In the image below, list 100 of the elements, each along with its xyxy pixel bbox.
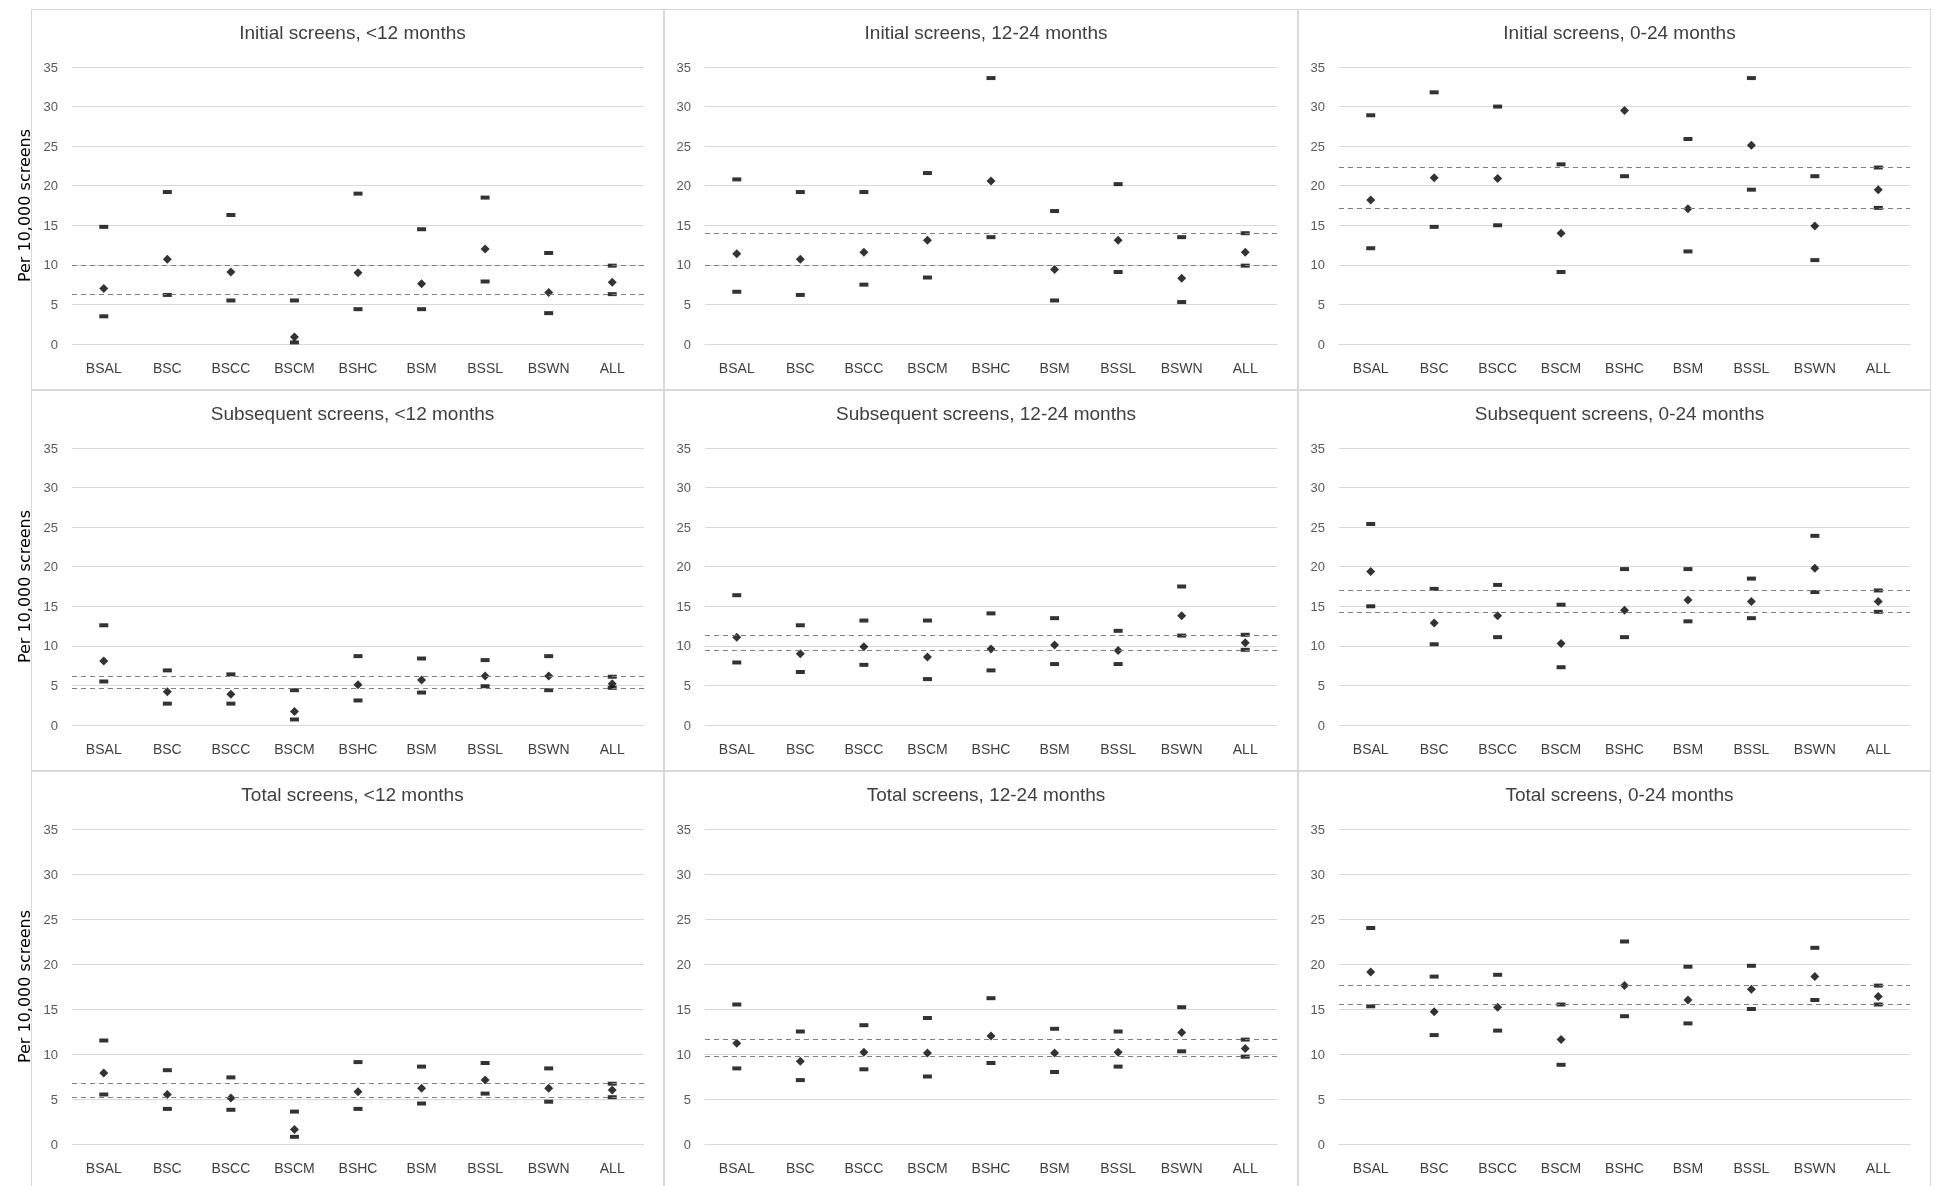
x-tick-label: BSAL bbox=[1352, 360, 1389, 376]
y-tick-label: 0 bbox=[683, 1136, 691, 1152]
x-tick-label: BSHC bbox=[971, 360, 1011, 376]
y-tick-label: 30 bbox=[676, 866, 691, 882]
point bbox=[1620, 605, 1629, 615]
point bbox=[226, 267, 236, 277]
y-tick-label: 20 bbox=[43, 178, 58, 194]
point bbox=[99, 656, 109, 666]
y-tick-label: 35 bbox=[676, 821, 691, 837]
y-tick-label: 10 bbox=[43, 257, 58, 273]
point bbox=[417, 675, 427, 685]
x-tick-label: BSCM bbox=[1540, 741, 1582, 757]
y-tick-label: 10 bbox=[676, 257, 691, 273]
y-tick-label: 0 bbox=[50, 1136, 58, 1152]
x-tick-label: BSM bbox=[406, 360, 437, 376]
point bbox=[417, 1083, 427, 1093]
point bbox=[986, 176, 996, 186]
point bbox=[986, 644, 996, 654]
x-tick-label: BSCM bbox=[1540, 360, 1582, 376]
y-tick-label: 35 bbox=[43, 440, 58, 456]
x-tick-label: BSCM bbox=[907, 1160, 948, 1176]
point bbox=[162, 254, 172, 264]
x-tick-label: BSHC bbox=[1605, 360, 1644, 376]
x-tick-label: BSCC bbox=[211, 360, 251, 376]
x-tick-label: BSSL bbox=[1100, 741, 1137, 757]
x-tick-label: BSSL bbox=[1733, 360, 1770, 376]
x-tick-label: BSSL bbox=[1100, 1160, 1137, 1176]
y-tick-label: 0 bbox=[1317, 717, 1325, 733]
y-tick-label: 0 bbox=[683, 336, 691, 352]
point bbox=[99, 284, 109, 294]
y-tick-label: 5 bbox=[1317, 677, 1325, 693]
y-tick-label: 15 bbox=[43, 598, 58, 614]
x-tick-label: BSCC bbox=[211, 1160, 251, 1176]
point bbox=[1113, 235, 1123, 245]
y-axis-title: Per 10,000 screens bbox=[15, 509, 35, 664]
x-tick-label: BSM bbox=[1039, 360, 1070, 376]
point bbox=[1810, 221, 1820, 231]
x-tick-label: BSC bbox=[785, 741, 815, 757]
point bbox=[226, 689, 236, 699]
y-tick-label: 0 bbox=[1317, 336, 1325, 352]
y-tick-label: 25 bbox=[43, 911, 58, 927]
y-tick-label: 5 bbox=[50, 677, 58, 693]
chart-title: Subsequent screens, <12 months bbox=[210, 403, 495, 424]
y-tick-label: 15 bbox=[676, 1001, 691, 1017]
y-tick-label: 30 bbox=[676, 99, 691, 115]
point bbox=[986, 1031, 996, 1041]
y-tick-label: 25 bbox=[676, 519, 691, 535]
y-tick-label: 30 bbox=[43, 480, 58, 496]
x-tick-label: BSWN bbox=[1793, 1160, 1836, 1176]
point bbox=[795, 1056, 805, 1066]
y-tick-label: 5 bbox=[1317, 1091, 1325, 1107]
y-tick-label: 35 bbox=[676, 59, 691, 75]
y-tick-label: 10 bbox=[1310, 257, 1325, 273]
y-tick-label: 0 bbox=[50, 717, 58, 733]
y-tick-label: 15 bbox=[43, 1001, 58, 1017]
x-tick-label: BSAL bbox=[1352, 741, 1389, 757]
point bbox=[1556, 1035, 1566, 1045]
point bbox=[607, 277, 617, 287]
x-tick-label: BSCM bbox=[907, 360, 948, 376]
y-tick-label: 35 bbox=[1310, 821, 1325, 837]
point bbox=[795, 254, 805, 264]
point bbox=[417, 279, 427, 289]
point bbox=[922, 1048, 932, 1058]
y-tick-label: 25 bbox=[1310, 911, 1325, 927]
chart-title: Initial screens, <12 months bbox=[239, 22, 466, 43]
x-tick-label: BSHC bbox=[1605, 1160, 1644, 1176]
x-tick-label: ALL bbox=[1865, 360, 1891, 376]
y-tick-label: 10 bbox=[676, 1046, 691, 1062]
point bbox=[353, 680, 363, 690]
y-tick-label: 25 bbox=[43, 138, 58, 154]
x-tick-label: ALL bbox=[599, 741, 625, 757]
y-tick-label: 0 bbox=[683, 717, 691, 733]
y-tick-label: 5 bbox=[683, 1091, 691, 1107]
x-tick-label: BSC bbox=[785, 1160, 815, 1176]
point bbox=[1556, 638, 1566, 648]
point bbox=[1429, 1007, 1439, 1017]
y-tick-label: 15 bbox=[1310, 217, 1325, 233]
point bbox=[1177, 611, 1187, 621]
y-tick-label: 10 bbox=[676, 638, 691, 654]
point bbox=[1240, 1044, 1250, 1054]
point bbox=[1873, 597, 1883, 607]
point bbox=[162, 1090, 172, 1099]
x-tick-label: BSSL bbox=[467, 741, 504, 757]
point bbox=[1683, 595, 1693, 605]
y-tick-label: 30 bbox=[1310, 866, 1325, 882]
y-tick-label: 15 bbox=[676, 598, 691, 614]
point bbox=[480, 1075, 490, 1085]
y-tick-label: 10 bbox=[1310, 638, 1325, 654]
x-tick-label: BSAL bbox=[718, 741, 755, 757]
point bbox=[1366, 195, 1376, 205]
x-tick-label: BSAL bbox=[85, 1160, 122, 1176]
point bbox=[1429, 618, 1439, 628]
y-tick-label: 20 bbox=[676, 178, 691, 194]
x-tick-label: BSCC bbox=[1478, 360, 1518, 376]
x-tick-label: ALL bbox=[1232, 741, 1258, 757]
point bbox=[162, 687, 172, 697]
x-tick-label: BSC bbox=[1419, 1160, 1449, 1176]
x-tick-label: BSCM bbox=[274, 360, 315, 376]
y-tick-label: 30 bbox=[1310, 99, 1325, 115]
point bbox=[353, 268, 363, 278]
